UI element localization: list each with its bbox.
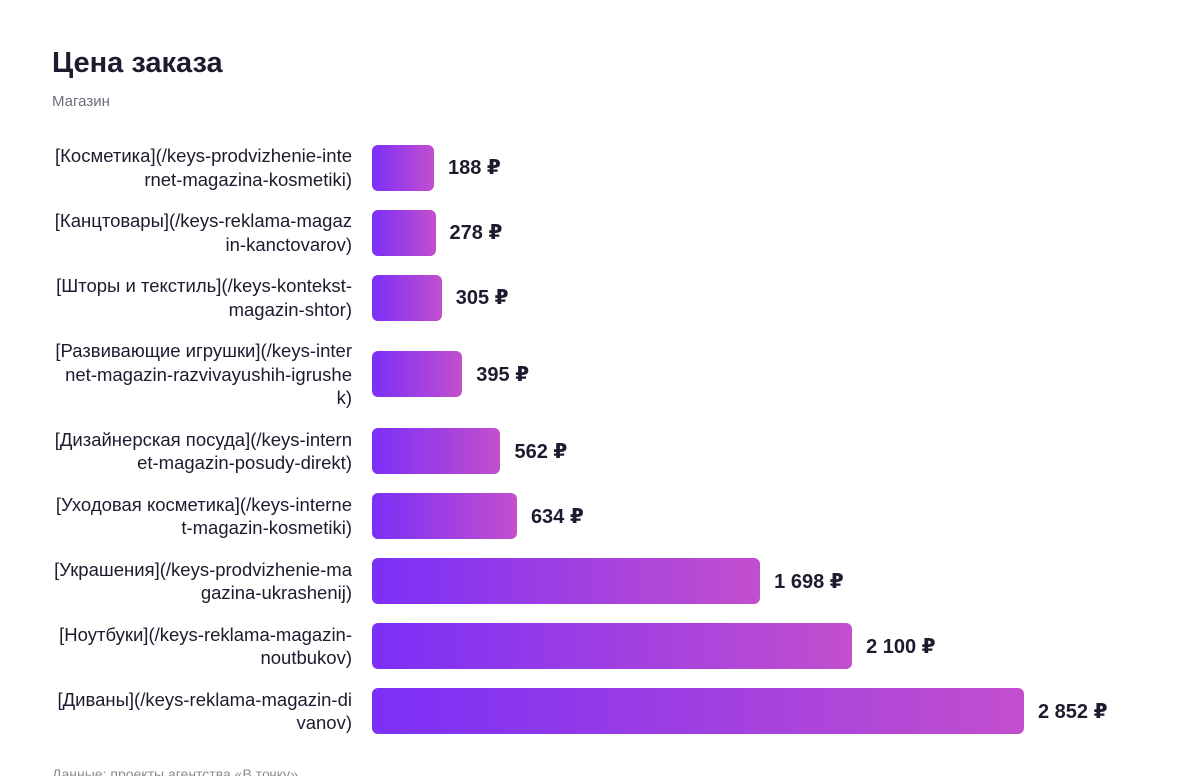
bar-row: [Уходовая косметика](/keys-internet-maga… [52,493,1108,540]
value-label: 305 ₽ [455,287,509,309]
bar-row: [Развивающие игрушки](/keys-internet-mag… [52,339,1108,410]
bar-row: [Ноутбуки](/keys-reklama-magazin-noutbuk… [52,623,1108,670]
value-label: 562 ₽ [514,440,568,463]
chart-title: Цена заказа [52,47,223,79]
value-label: 2 100 ₽ [866,635,936,658]
value-label: 395 ₽ [476,363,530,386]
category-label: [Ноутбуки](/keys-reklama-magazin-noutbuk… [59,623,352,669]
bar-row: [Косметика](/keys-prodvizhenie-internet-… [52,144,1108,191]
bar [372,351,463,398]
bar [372,623,853,669]
bar-row: [Дизайнерская посуда](/keys-internet-mag… [52,428,1108,475]
source-note: Данные: проекты агентства «В точку» [52,766,298,776]
value-label: 2 852 ₽ [1038,700,1108,723]
bar [372,493,517,539]
category-label: [Украшения](/keys-prodvizhenie-magazina-… [54,558,352,604]
bar-row: [Украшения](/keys-prodvizhenie-magazina-… [52,558,1108,605]
category-label: [Диваны](/keys-reklama-magazin-divanov) [57,688,352,734]
category-label: [Косметика](/keys-prodvizhenie-internet-… [55,145,352,190]
bar [372,558,761,604]
bar [372,209,436,256]
category-label: [Дизайнерская посуда](/keys-internet-mag… [54,428,352,474]
bar-list: [Косметика](/keys-prodvizhenie-internet-… [52,144,1108,735]
bar [372,144,434,191]
bar [372,274,442,321]
category-label: [Канцтовары](/keys-reklama-magazin-kanct… [54,210,352,255]
value-label: 1 698 ₽ [774,570,844,593]
bar-row: [Диваны](/keys-reklama-magazin-divanov) 2… [52,688,1108,735]
value-label: 634 ₽ [530,505,584,528]
chart-subtitle: Магазин [52,93,110,110]
value-label: 278 ₽ [449,222,503,244]
bar-row: [Шторы и текстиль](/keys-kontekst-magazi… [52,274,1108,321]
category-label: [Развивающие игрушки](/keys-internet-mag… [55,340,352,408]
category-label: [Уходовая косметика](/keys-internet-maga… [55,493,352,539]
category-label: [Шторы и текстиль](/keys-kontekst-magazi… [56,275,352,320]
bar [372,688,1024,734]
bar [372,428,501,474]
value-label: 188 ₽ [448,157,501,179]
bar-row: [Канцтовары](/keys-reklama-magazin-kanct… [52,209,1108,256]
